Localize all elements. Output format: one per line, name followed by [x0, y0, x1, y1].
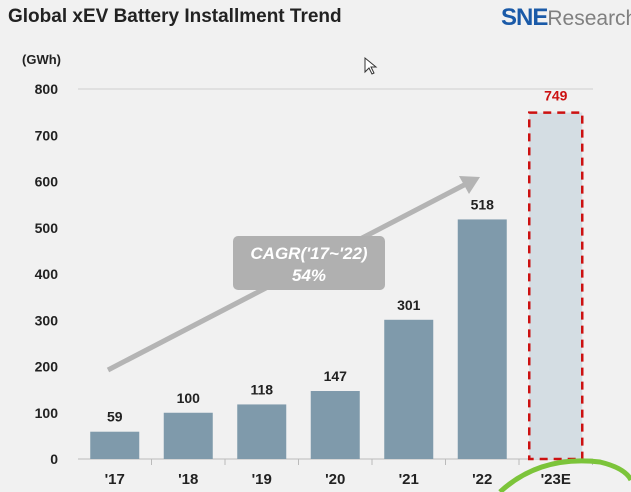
- y-tick-label: 0: [50, 451, 58, 467]
- bar-forecast: [528, 111, 584, 461]
- x-tick-label: '21: [399, 471, 419, 488]
- y-tick-label: 100: [35, 405, 59, 421]
- x-tick-label: '23E: [541, 471, 571, 488]
- cagr-box: [233, 236, 385, 290]
- y-tick-label: 600: [35, 174, 59, 190]
- bar: [237, 404, 287, 459]
- watermark-logo: [498, 458, 631, 492]
- bar: [310, 391, 360, 459]
- mouse-cursor-icon: [364, 56, 378, 75]
- x-tick-label: '17: [105, 471, 125, 488]
- cagr-value: 54%: [292, 266, 326, 285]
- x-tick-label: '20: [325, 471, 345, 488]
- cagr-label: CAGR('17~'22): [250, 244, 368, 263]
- data-label: 118: [250, 381, 273, 397]
- data-label: 518: [471, 196, 495, 212]
- data-label: 749: [544, 88, 568, 104]
- x-tick-label: '19: [252, 471, 272, 488]
- x-tick-label: '18: [178, 471, 198, 488]
- bar: [384, 319, 434, 459]
- data-label: 301: [397, 297, 421, 313]
- cagr-arrow-head: [459, 176, 480, 194]
- bar: [457, 219, 507, 459]
- y-tick-label: 400: [35, 266, 59, 282]
- data-label: 147: [324, 368, 348, 384]
- data-label: 59: [107, 409, 123, 425]
- y-tick-label: 500: [35, 220, 59, 236]
- sne-research-logo: SNEResearch: [501, 4, 631, 31]
- y-tick-label: 200: [35, 359, 59, 375]
- y-tick-label: 300: [35, 312, 59, 328]
- data-label: 100: [177, 390, 201, 406]
- y-axis-unit: (GWh): [22, 52, 61, 67]
- x-tick-label: '22: [472, 471, 492, 488]
- chart-title: Global xEV Battery Installment Trend: [8, 6, 342, 27]
- bar: [90, 431, 140, 459]
- bar: [163, 412, 213, 459]
- y-tick-label: 700: [35, 127, 59, 143]
- y-tick-label: 800: [35, 81, 59, 97]
